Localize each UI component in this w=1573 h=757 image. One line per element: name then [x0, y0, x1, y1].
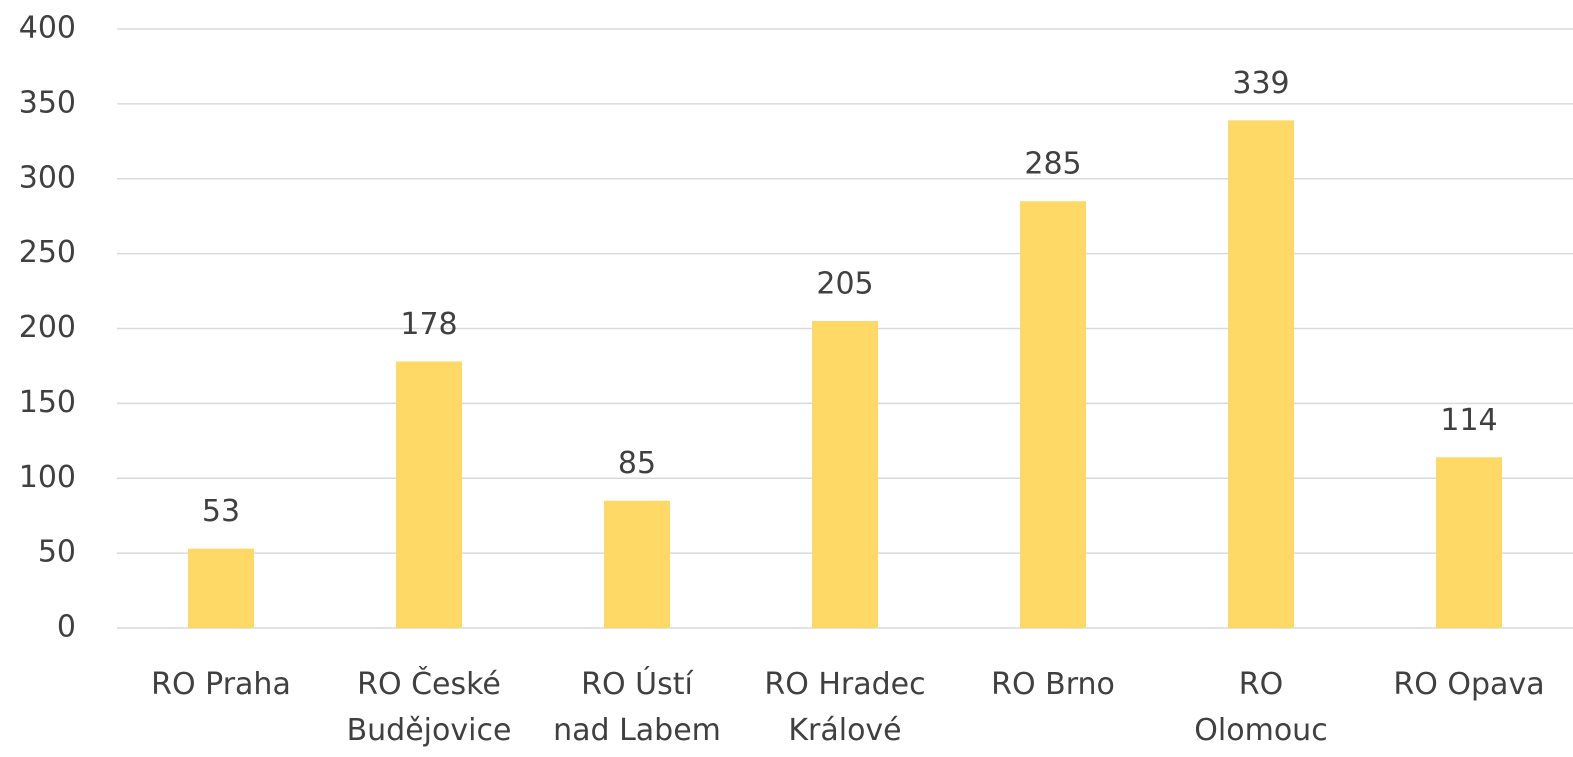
- bar: [396, 361, 462, 628]
- x-tick-label: RO Praha: [151, 667, 291, 702]
- data-label: 85: [618, 446, 656, 481]
- x-tick-label: RO Brno: [991, 667, 1115, 702]
- bar: [188, 548, 254, 628]
- data-label: 285: [1024, 147, 1081, 182]
- y-tick-label: 300: [19, 160, 76, 195]
- data-label: 53: [202, 494, 240, 529]
- x-tick-label: RO Ústí nad Labem: [553, 667, 721, 748]
- y-tick-label: 400: [19, 11, 76, 46]
- y-tick-label: 200: [19, 310, 76, 345]
- y-tick-label: 150: [19, 385, 76, 420]
- y-tick-label: 350: [19, 85, 76, 120]
- y-tick-label: 100: [19, 460, 76, 495]
- bar: [1020, 201, 1086, 628]
- x-tick-label: RO Opava: [1393, 667, 1545, 702]
- bar: [1228, 120, 1294, 628]
- x-tick-label: RO České Budějovice: [346, 667, 512, 748]
- y-tick-label: 0: [57, 610, 76, 645]
- data-label: 205: [816, 267, 873, 302]
- data-label: 178: [400, 307, 457, 342]
- x-tick-label: RO Hradec Králové: [764, 667, 926, 748]
- bar: [812, 321, 878, 628]
- data-label: 114: [1440, 403, 1497, 438]
- y-tick-label: 250: [19, 235, 76, 270]
- bar: [604, 500, 670, 628]
- bar: [1436, 457, 1502, 628]
- x-tick-label: RO Olomouc: [1194, 667, 1328, 748]
- data-label: 339: [1232, 66, 1289, 101]
- y-tick-label: 50: [38, 535, 76, 570]
